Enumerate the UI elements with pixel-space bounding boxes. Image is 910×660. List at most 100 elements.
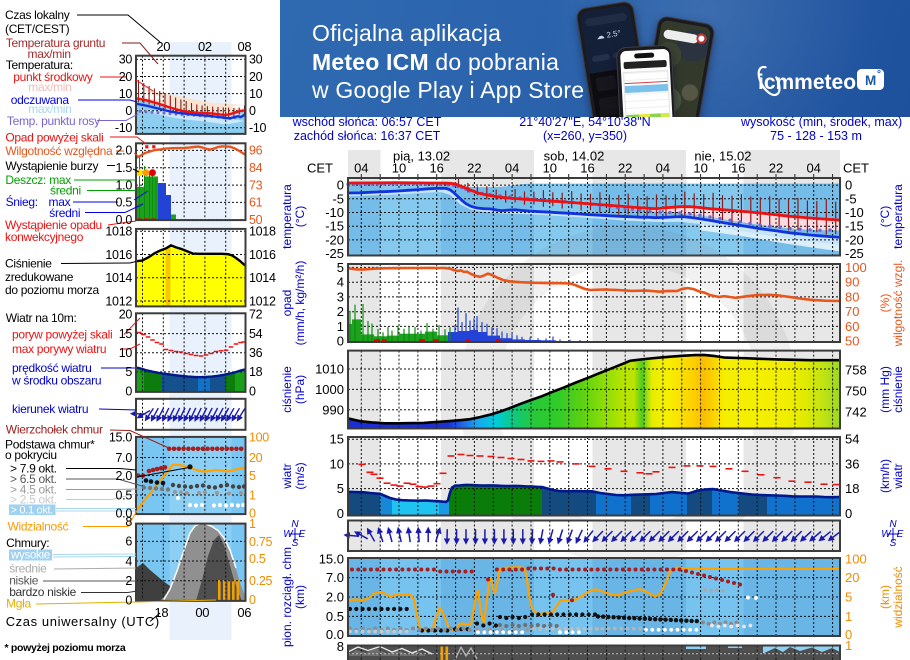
- svg-text:> 7.9 okt.: > 7.9 okt.: [10, 462, 57, 476]
- svg-text:1.0: 1.0: [116, 178, 133, 192]
- svg-text:o pokryciu: o pokryciu: [5, 448, 57, 462]
- svg-text:CET: CET: [843, 161, 869, 176]
- svg-text:wysokie: wysokie: [10, 549, 50, 561]
- svg-text:7.0: 7.0: [326, 570, 344, 585]
- svg-text:1000: 1000: [315, 382, 344, 397]
- svg-text:poryw powyżej skali: poryw powyżej skali: [12, 328, 112, 342]
- svg-text:Wystąpienie burzy: Wystąpienie burzy: [5, 159, 98, 173]
- svg-text:0: 0: [249, 384, 256, 398]
- svg-text:temperatura: temperatura: [280, 184, 294, 249]
- svg-text:max: max: [49, 173, 71, 187]
- svg-text:(%): (%): [878, 294, 892, 313]
- svg-text:20: 20: [249, 70, 263, 84]
- svg-text:max/min: max/min: [28, 47, 71, 61]
- svg-text:72: 72: [249, 308, 263, 322]
- svg-text:04: 04: [505, 161, 519, 176]
- svg-text:54: 54: [249, 327, 263, 341]
- svg-text:2: 2: [337, 304, 344, 319]
- svg-text:22: 22: [467, 161, 481, 176]
- svg-text:0.5: 0.5: [326, 609, 344, 624]
- svg-text:0: 0: [249, 104, 256, 118]
- svg-text:-15: -15: [845, 219, 864, 234]
- svg-text:1014: 1014: [249, 271, 276, 285]
- svg-text:średni: średni: [50, 184, 81, 198]
- svg-text:opad: opad: [280, 290, 294, 317]
- svg-text:ciśnienie: ciśnienie: [891, 366, 905, 413]
- svg-text:-25: -25: [845, 246, 864, 261]
- svg-text:00: 00: [195, 605, 209, 620]
- svg-text:Podstawa chmur*: Podstawa chmur*: [5, 438, 95, 452]
- svg-text:20: 20: [119, 70, 133, 84]
- svg-text:4: 4: [125, 554, 132, 568]
- svg-text:0.5: 0.5: [249, 552, 266, 566]
- svg-text:wiatr: wiatr: [891, 463, 905, 489]
- svg-text:16: 16: [731, 161, 745, 176]
- svg-text:-10: -10: [115, 121, 133, 135]
- svg-text:20: 20: [249, 451, 263, 465]
- svg-text:100: 100: [249, 431, 269, 445]
- svg-text:0: 0: [249, 506, 256, 520]
- svg-text:04: 04: [354, 161, 368, 176]
- svg-text:Chmury:: Chmury:: [6, 536, 49, 550]
- svg-text:50: 50: [845, 334, 859, 349]
- svg-text:04: 04: [656, 161, 670, 176]
- svg-text:0.0: 0.0: [116, 506, 133, 520]
- svg-text:1010: 1010: [315, 362, 344, 377]
- svg-text:pią, 13.02: pią, 13.02: [393, 149, 450, 164]
- svg-text:18: 18: [249, 365, 263, 379]
- svg-text:(km/h): (km/h): [878, 459, 892, 493]
- svg-text:-25: -25: [325, 246, 344, 261]
- svg-text:990: 990: [322, 402, 344, 417]
- svg-text:18: 18: [845, 481, 859, 496]
- svg-text:do poziomu morza: do poziomu morza: [5, 283, 100, 297]
- svg-text:(°C): (°C): [293, 206, 307, 227]
- svg-text:5: 5: [249, 469, 256, 483]
- svg-text:(m/s): (m/s): [293, 462, 307, 489]
- svg-text:(km): (km): [293, 585, 307, 609]
- svg-text:10: 10: [249, 87, 263, 101]
- svg-text:80: 80: [845, 289, 859, 304]
- svg-text:100: 100: [845, 552, 867, 567]
- svg-text:0: 0: [845, 627, 852, 642]
- svg-text:22: 22: [769, 161, 783, 176]
- svg-text:10: 10: [693, 161, 707, 176]
- svg-text:Czas uniwersalny (UTC): Czas uniwersalny (UTC): [6, 614, 160, 629]
- svg-text:0: 0: [845, 506, 852, 521]
- svg-text:Wiatr na 10m:: Wiatr na 10m:: [6, 311, 77, 325]
- svg-text:> 2.5 okt.: > 2.5 okt.: [10, 492, 57, 506]
- svg-text:konwekcyjnego: konwekcyjnego: [5, 230, 84, 244]
- svg-text:N: N: [291, 519, 299, 530]
- svg-text:0.5: 0.5: [116, 488, 133, 502]
- svg-text:20: 20: [156, 39, 170, 54]
- svg-text:ciśnienie: ciśnienie: [280, 366, 294, 413]
- svg-text:Opad powyżej skali: Opad powyżej skali: [5, 131, 103, 145]
- svg-text:5: 5: [125, 365, 132, 379]
- svg-text:1: 1: [249, 488, 256, 502]
- svg-text:wilgotność wzgl.: wilgotność wzgl.: [891, 260, 905, 348]
- svg-text:20: 20: [845, 570, 859, 585]
- svg-text:1012: 1012: [105, 294, 132, 308]
- svg-text:54: 54: [845, 432, 859, 447]
- svg-text:8: 8: [337, 639, 344, 654]
- svg-text:wiatr: wiatr: [280, 463, 294, 489]
- svg-text:S: S: [890, 538, 897, 549]
- svg-text:N: N: [889, 519, 897, 530]
- svg-text:-20: -20: [845, 232, 864, 247]
- svg-text:(°C): (°C): [878, 206, 892, 227]
- svg-text:Widzialność: Widzialność: [8, 520, 69, 534]
- svg-text:1: 1: [845, 638, 852, 653]
- svg-text:0: 0: [337, 334, 344, 349]
- svg-text:E: E: [299, 529, 306, 540]
- svg-text:Czas lokalny: Czas lokalny: [5, 8, 70, 22]
- svg-text:-15: -15: [325, 219, 344, 234]
- svg-text:1: 1: [337, 319, 344, 334]
- svg-text:15: 15: [330, 432, 344, 447]
- svg-text:750: 750: [845, 384, 867, 399]
- svg-text:Temperatura gruntu: Temperatura gruntu: [6, 36, 105, 50]
- svg-text:10: 10: [119, 346, 133, 360]
- svg-text:Temp. punktu rosy: Temp. punktu rosy: [7, 114, 100, 128]
- svg-text:2.0: 2.0: [116, 144, 133, 158]
- svg-text:kierunek wiatru: kierunek wiatru: [12, 402, 88, 416]
- svg-text:04: 04: [806, 161, 820, 176]
- svg-text:16: 16: [429, 161, 443, 176]
